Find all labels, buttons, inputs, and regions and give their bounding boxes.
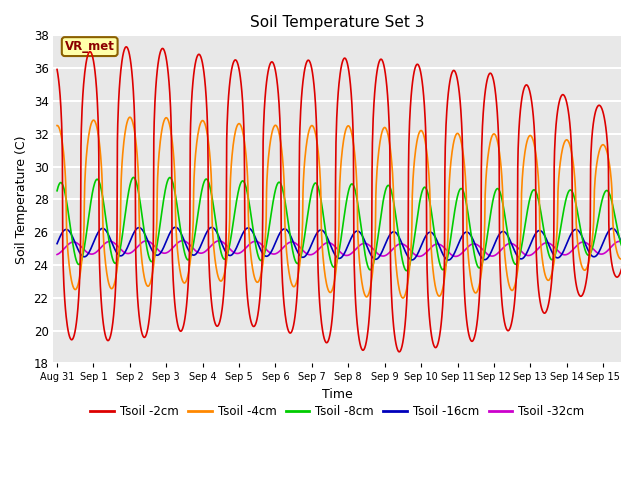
Tsoil -8cm — [53, 188, 61, 193]
Tsoil -4cm — [481, 220, 488, 226]
Title: Soil Temperature Set 3: Soil Temperature Set 3 — [250, 15, 424, 30]
Tsoil -4cm — [268, 132, 275, 138]
X-axis label: Time: Time — [322, 388, 353, 401]
Tsoil -2cm — [543, 306, 551, 312]
Tsoil -32cm — [216, 238, 224, 244]
Tsoil -32cm — [452, 253, 460, 259]
Tsoil -32cm — [618, 239, 625, 244]
Tsoil -2cm — [618, 266, 625, 272]
Line: Tsoil -2cm: Tsoil -2cm — [57, 47, 621, 352]
Tsoil -8cm — [618, 242, 625, 248]
Tsoil -16cm — [216, 237, 224, 243]
Tsoil -16cm — [444, 257, 452, 263]
Tsoil -8cm — [155, 231, 163, 237]
Tsoil -32cm — [154, 247, 162, 253]
Tsoil -2cm — [216, 317, 224, 323]
Tsoil -8cm — [216, 246, 224, 252]
Tsoil -16cm — [172, 224, 179, 230]
Tsoil -4cm — [543, 277, 551, 283]
Tsoil -4cm — [126, 114, 134, 120]
Line: Tsoil -16cm: Tsoil -16cm — [57, 227, 621, 260]
Tsoil -8cm — [543, 246, 551, 252]
Tsoil -16cm — [53, 241, 61, 247]
Tsoil -4cm — [618, 256, 625, 262]
Tsoil -8cm — [166, 175, 173, 180]
Tsoil -8cm — [268, 209, 275, 215]
Tsoil -2cm — [155, 56, 163, 62]
Tsoil -32cm — [268, 251, 275, 256]
Tsoil -4cm — [53, 123, 61, 129]
Tsoil -2cm — [122, 44, 130, 50]
Tsoil -16cm — [154, 252, 162, 258]
Tsoil -2cm — [481, 93, 488, 98]
Line: Tsoil -4cm: Tsoil -4cm — [57, 117, 621, 298]
Tsoil -2cm — [268, 59, 275, 65]
Tsoil -4cm — [216, 278, 224, 284]
Line: Tsoil -8cm: Tsoil -8cm — [57, 178, 621, 271]
Tsoil -4cm — [155, 155, 163, 161]
Tsoil -32cm — [165, 249, 173, 254]
Tsoil -32cm — [179, 238, 186, 243]
Tsoil -32cm — [53, 252, 61, 257]
Line: Tsoil -32cm: Tsoil -32cm — [57, 240, 621, 256]
Legend: Tsoil -2cm, Tsoil -4cm, Tsoil -8cm, Tsoil -16cm, Tsoil -32cm: Tsoil -2cm, Tsoil -4cm, Tsoil -8cm, Tsoi… — [86, 401, 589, 423]
Y-axis label: Soil Temperature (C): Soil Temperature (C) — [15, 135, 28, 264]
Tsoil -2cm — [396, 349, 403, 355]
Tsoil -32cm — [543, 240, 551, 246]
Tsoil -16cm — [618, 239, 625, 245]
Text: VR_met: VR_met — [65, 40, 115, 53]
Tsoil -8cm — [481, 249, 488, 255]
Tsoil -8cm — [403, 268, 410, 274]
Tsoil -4cm — [166, 121, 173, 127]
Tsoil -16cm — [481, 257, 488, 263]
Tsoil -2cm — [53, 67, 61, 72]
Tsoil -16cm — [543, 239, 551, 244]
Tsoil -4cm — [399, 295, 406, 301]
Tsoil -2cm — [166, 84, 173, 90]
Tsoil -16cm — [165, 232, 173, 238]
Tsoil -8cm — [130, 175, 138, 180]
Tsoil -16cm — [268, 249, 275, 254]
Tsoil -32cm — [481, 249, 488, 255]
